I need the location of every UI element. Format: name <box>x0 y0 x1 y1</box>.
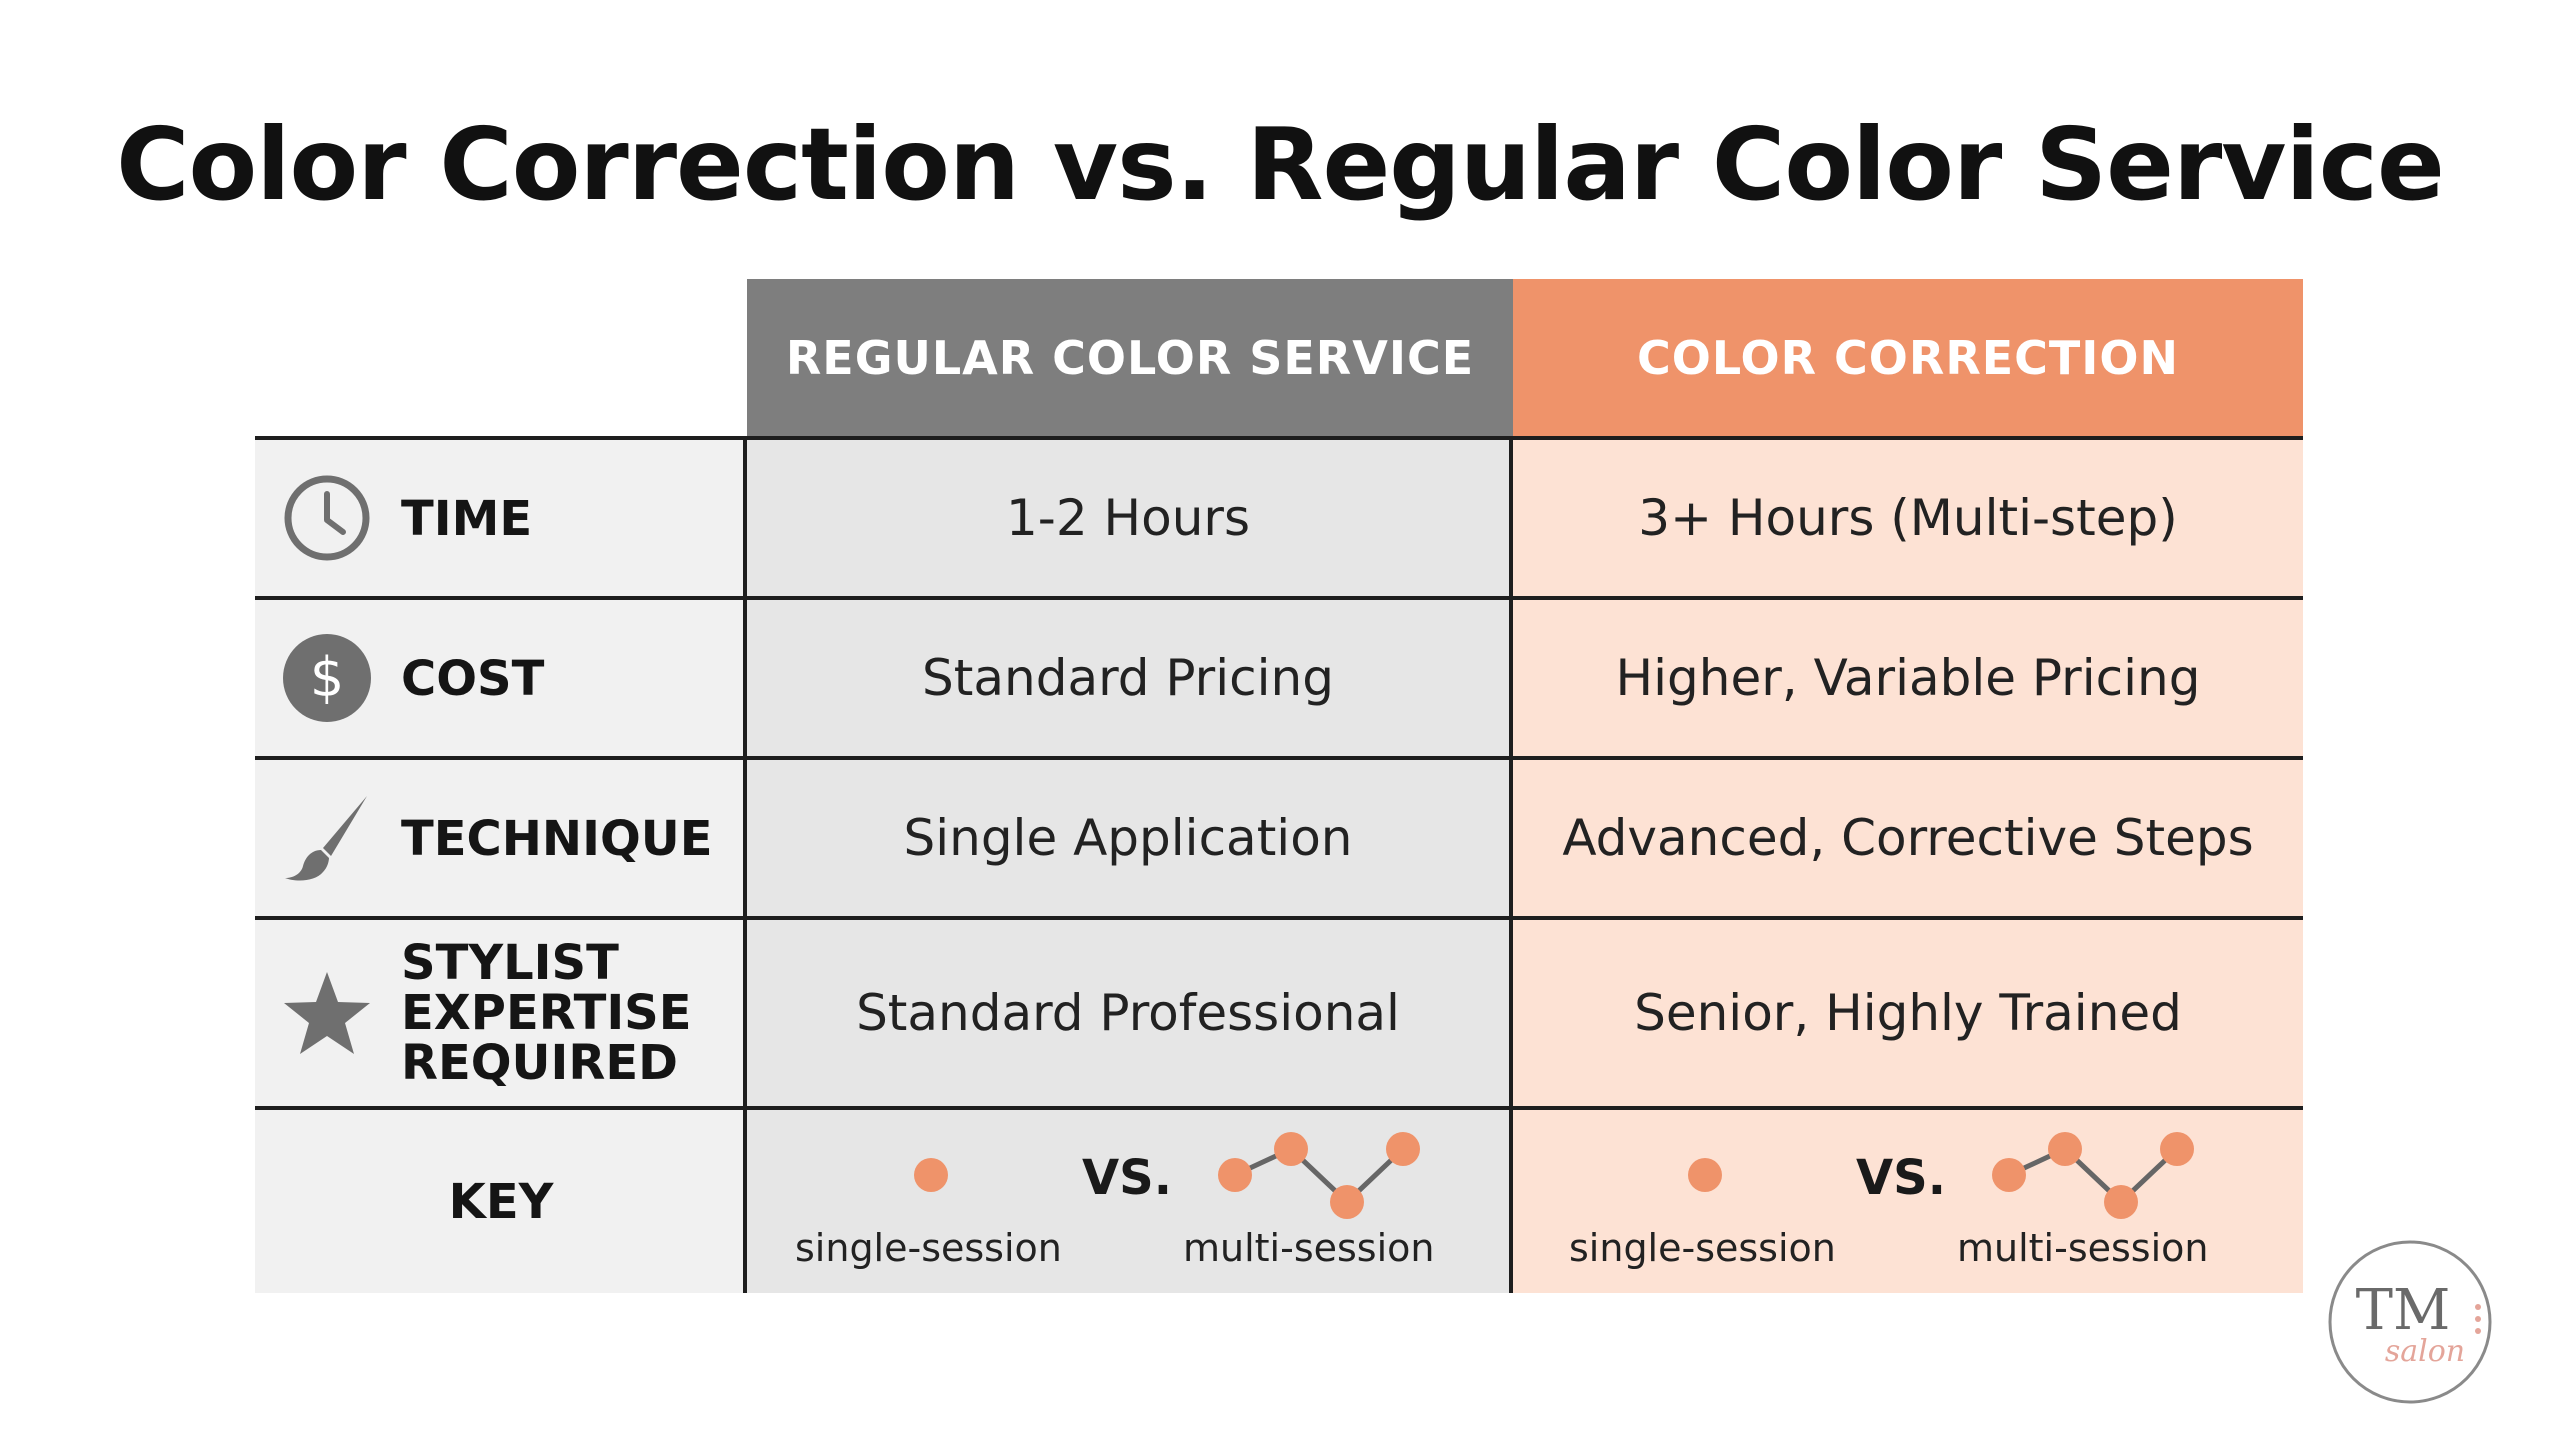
vs-label: VS. <box>1082 1150 1172 1206</box>
multi-session-dot <box>1218 1158 1252 1192</box>
comparison-table: REGULAR COLOR SERVICE COLOR CORRECTION T… <box>255 279 2303 1293</box>
regular-cell: Standard Pricing <box>747 600 1513 756</box>
row-label: STYLIST EXPERTISE REQUIRED <box>401 938 692 1088</box>
table-row-time: TIME 1-2 Hours 3+ Hours (Multi-step) <box>255 436 2303 596</box>
correction-cell: Higher, Variable Pricing <box>1513 600 2303 756</box>
label-line: STYLIST <box>401 935 619 991</box>
row-label: TIME <box>401 491 533 547</box>
vs-label: VS. <box>1856 1150 1946 1206</box>
table-row-key: KEY VS. single-session multi-session <box>255 1106 2303 1293</box>
multi-session-label: multi-session <box>1957 1226 2209 1270</box>
row-label-cell: TIME <box>255 440 747 596</box>
row-label-cell: TECHNIQUE <box>255 760 747 916</box>
regular-column-header: REGULAR COLOR SERVICE <box>747 279 1513 436</box>
key-label: KEY <box>448 1174 554 1230</box>
regular-key-cell: VS. single-session multi-session <box>747 1110 1513 1293</box>
row-label: TECHNIQUE <box>401 811 713 867</box>
single-session-dot <box>1688 1158 1722 1192</box>
multi-session-label: multi-session <box>1183 1226 1435 1270</box>
table-row-technique: TECHNIQUE Single Application Advanced, C… <box>255 756 2303 916</box>
star-icon <box>284 972 370 1054</box>
multi-session-line <box>1233 1146 1405 1206</box>
multi-session-dot <box>1330 1185 1364 1219</box>
regular-cell: Standard Professional <box>747 920 1513 1106</box>
table-row-expertise: STYLIST EXPERTISE REQUIRED Standard Prof… <box>255 916 2303 1106</box>
correction-cell: Senior, Highly Trained <box>1513 920 2303 1106</box>
dollar-icon: $ <box>283 634 371 722</box>
label-line: EXPERTISE <box>401 985 692 1041</box>
row-label: COST <box>401 651 545 707</box>
key-graphic <box>914 1132 1420 1219</box>
multi-session-dot <box>2160 1132 2194 1166</box>
paintbrush-icon <box>285 796 367 881</box>
logo-subtext: salon <box>2385 1334 2465 1369</box>
multi-session-dot <box>2104 1185 2138 1219</box>
svg-text:$: $ <box>310 646 344 709</box>
single-session-label: single-session <box>795 1226 1062 1270</box>
regular-cell: 1-2 Hours <box>747 440 1513 596</box>
clock-icon <box>284 475 370 561</box>
salon-logo: TM salon <box>2328 1240 2492 1404</box>
label-line: REQUIRED <box>401 1035 678 1091</box>
correction-cell: 3+ Hours (Multi-step) <box>1513 440 2303 596</box>
row-label-cell: KEY <box>255 1110 747 1293</box>
multi-session-dot <box>1274 1132 1308 1166</box>
regular-cell: Single Application <box>747 760 1513 916</box>
correction-column-header: COLOR CORRECTION <box>1513 279 2303 436</box>
multi-session-dot <box>2048 1132 2082 1166</box>
row-label-cell: $ COST <box>255 600 747 756</box>
correction-cell: Advanced, Corrective Steps <box>1513 760 2303 916</box>
key-graphic <box>1688 1132 2194 1219</box>
single-session-dot <box>914 1158 948 1192</box>
page-title: Color Correction vs. Regular Color Servi… <box>116 106 2445 223</box>
table-row-cost: $ COST Standard Pricing Higher, Variable… <box>255 596 2303 756</box>
row-label-cell: STYLIST EXPERTISE REQUIRED <box>255 920 747 1106</box>
logo-text: TM <box>2356 1278 2451 1343</box>
key-legend: VS. single-session multi-session <box>1513 1110 2303 1293</box>
key-legend: VS. single-session multi-session <box>747 1110 1509 1293</box>
multi-session-dot <box>1386 1132 1420 1166</box>
correction-key-cell: VS. single-session multi-session <box>1513 1110 2303 1293</box>
multi-session-dot <box>1992 1158 2026 1192</box>
multi-session-line <box>2007 1146 2179 1206</box>
single-session-label: single-session <box>1569 1226 1836 1270</box>
